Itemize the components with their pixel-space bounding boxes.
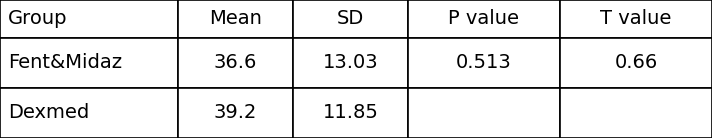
- Bar: [178, 88, 293, 138]
- Text: Fent&Midaz: Fent&Midaz: [8, 54, 122, 72]
- Bar: [178, 38, 293, 88]
- Text: P value: P value: [449, 10, 520, 29]
- Text: Mean: Mean: [209, 10, 262, 29]
- Bar: [560, 38, 712, 88]
- Text: 13.03: 13.03: [323, 54, 378, 72]
- Bar: [560, 0, 712, 38]
- Text: 0.513: 0.513: [456, 54, 512, 72]
- Text: T value: T value: [600, 10, 671, 29]
- Text: 36.6: 36.6: [214, 54, 257, 72]
- Bar: [293, 0, 408, 38]
- Bar: [408, 38, 560, 88]
- Text: 39.2: 39.2: [214, 104, 257, 123]
- Bar: [0, 88, 178, 138]
- Bar: [293, 88, 408, 138]
- Bar: [408, 0, 560, 38]
- Bar: [0, 0, 178, 38]
- Bar: [408, 88, 560, 138]
- Text: 0.66: 0.66: [614, 54, 658, 72]
- Text: Group: Group: [8, 10, 68, 29]
- Bar: [293, 38, 408, 88]
- Text: Dexmed: Dexmed: [8, 104, 89, 123]
- Bar: [178, 0, 293, 38]
- Bar: [0, 38, 178, 88]
- Bar: [560, 88, 712, 138]
- Text: SD: SD: [337, 10, 364, 29]
- Text: 11.85: 11.85: [323, 104, 379, 123]
